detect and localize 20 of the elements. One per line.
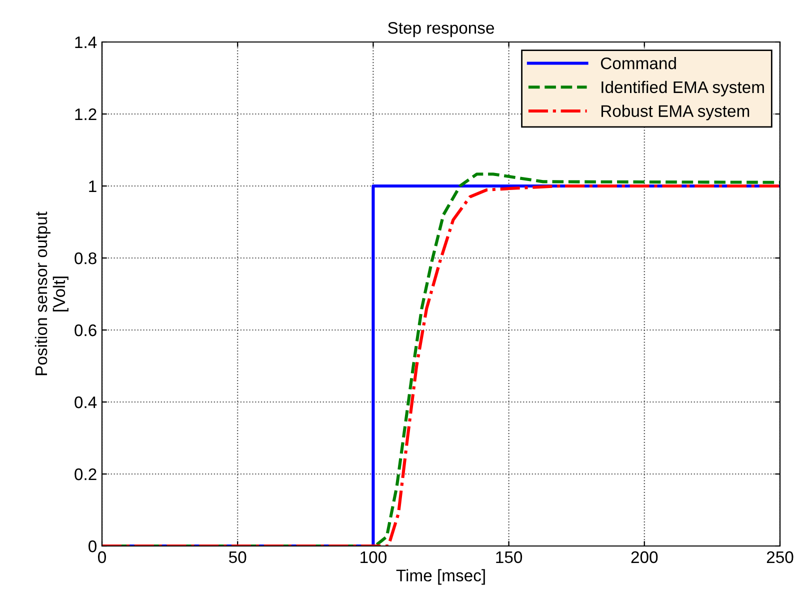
y-tick-label: 1 bbox=[89, 180, 96, 192]
y-axis-title: Position sensor output [Volt] bbox=[34, 212, 68, 376]
y-tick-label: 0.8 bbox=[74, 252, 96, 264]
y-tick-label: 1.2 bbox=[75, 108, 96, 120]
x-tick-label: 50 bbox=[229, 551, 246, 564]
y-tick-label: 1.4 bbox=[75, 36, 97, 48]
y-tick-label: 0.6 bbox=[74, 324, 96, 336]
legend-label: Command bbox=[600, 57, 676, 70]
y-tick-label: 0.4 bbox=[74, 396, 97, 408]
legend-label: Robust EMA system bbox=[601, 104, 750, 120]
legend-label: Identified EMA system bbox=[602, 80, 764, 96]
x-tick-label: 150 bbox=[496, 551, 522, 564]
x-tick-label: 200 bbox=[631, 551, 658, 564]
x-tick-label: 100 bbox=[360, 551, 386, 564]
chart-title: Step response bbox=[388, 22, 494, 38]
x-tick-label: 250 bbox=[766, 551, 794, 564]
y-tick-label: 0.2 bbox=[74, 468, 96, 480]
x-tick-label: 0 bbox=[98, 551, 106, 564]
x-axis-title: Time [msec] bbox=[396, 569, 485, 585]
y-tick-label: 0 bbox=[88, 540, 96, 552]
